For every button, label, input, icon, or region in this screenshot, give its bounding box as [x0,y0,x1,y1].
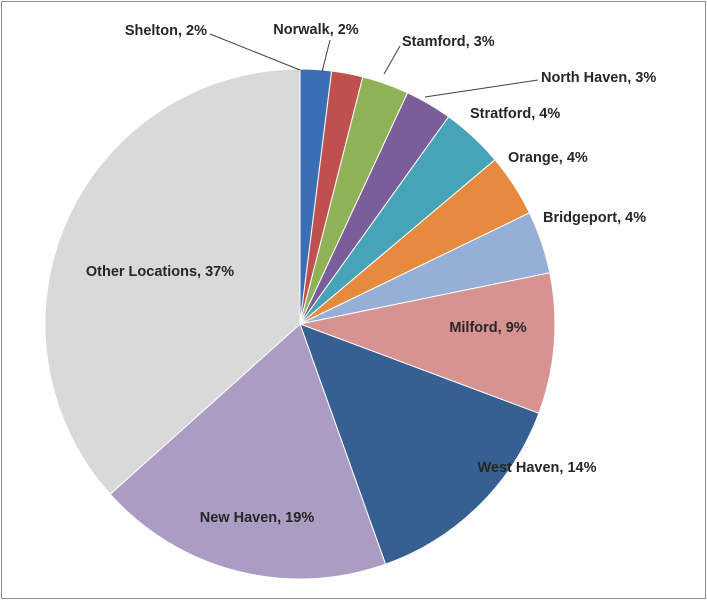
data-label: Bridgeport, 4% [543,210,646,226]
leader-line [424,79,539,98]
data-label: Orange, 4% [508,150,588,166]
leader-line [383,45,401,75]
pie-slice [298,272,556,414]
data-label: Norwalk, 2% [273,22,359,38]
data-label: Stratford, 4% [470,106,560,122]
data-label: North Haven, 3% [541,70,656,86]
pie-slice [44,68,301,495]
data-label: New Haven, 19% [200,510,315,526]
data-label: Shelton, 2% [125,23,207,39]
pie-slice [109,323,387,580]
data-label: West Haven, 14% [477,460,596,476]
data-label: Milford, 9% [449,320,526,336]
leader-line [209,33,301,71]
leader-line [321,39,331,73]
data-label: Other Locations, 37% [86,264,234,280]
data-label: Stamford, 3% [402,34,495,50]
pie-slice [299,323,540,565]
